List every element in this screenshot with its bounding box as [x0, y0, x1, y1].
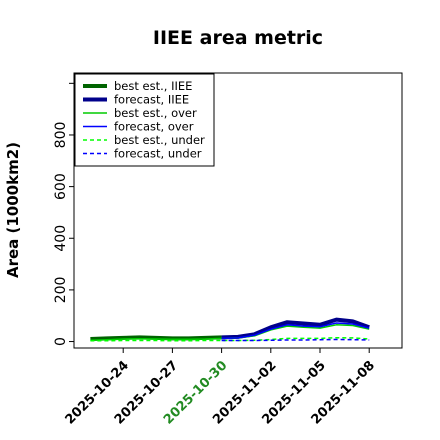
y-tick-label: 800: [53, 122, 69, 149]
y-axis-label: Area (1000km2): [4, 142, 22, 278]
y-tick-label: 400: [53, 225, 69, 252]
y-axis-ticks: 0 200 400 600 800: [53, 82, 74, 346]
y-tick-label: 200: [53, 277, 69, 304]
chart-title: IIEE area metric: [153, 27, 323, 49]
y-tick-label: 0: [53, 337, 69, 346]
x-axis-ticks: 2025-10-242025-10-272025-10-302025-11-02…: [63, 348, 378, 428]
legend-entry-label: forecast, over: [114, 120, 194, 134]
legend-entry-label: best est., IIEE: [114, 79, 192, 93]
series-line: [221, 317, 370, 340]
legend-entry-label: forecast, under: [114, 147, 202, 161]
series-line: [221, 322, 370, 340]
series-layer: [90, 317, 370, 342]
plot-area-frame: [73, 72, 403, 349]
series-line: [221, 338, 370, 342]
y-tick-label: 600: [53, 173, 69, 200]
series-line: [90, 335, 222, 341]
legend-entry-label: forecast, IIEE: [114, 93, 189, 107]
legend-entry-label: best est., under: [114, 133, 205, 147]
legend-box: [74, 73, 215, 167]
series-line: [90, 336, 370, 342]
legend-entry-label: best est., over: [114, 106, 197, 120]
